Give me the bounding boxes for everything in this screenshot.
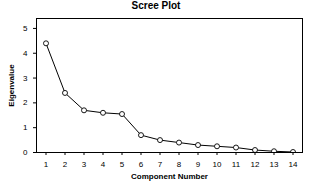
svg-text:3: 3 (23, 74, 28, 83)
svg-text:14: 14 (289, 160, 298, 169)
svg-text:5: 5 (120, 160, 125, 169)
svg-text:Component Number: Component Number (131, 172, 208, 181)
svg-text:3: 3 (82, 160, 87, 169)
svg-text:4: 4 (101, 160, 106, 169)
svg-text:6: 6 (139, 160, 144, 169)
svg-text:2: 2 (63, 160, 68, 169)
svg-text:10: 10 (213, 160, 222, 169)
svg-text:12: 12 (251, 160, 260, 169)
html-text:Scree Plot: Scree Plot (131, 0, 181, 11)
svg-text:11: 11 (232, 160, 241, 169)
svg-text:5: 5 (23, 24, 28, 33)
svg-text:Eigenvalue: Eigenvalue (7, 64, 16, 107)
svg-text:13: 13 (270, 160, 279, 169)
svg-text:4: 4 (23, 49, 28, 58)
svg-text:1: 1 (23, 123, 28, 132)
svg-text:8: 8 (177, 160, 182, 169)
svg-text:0: 0 (23, 148, 28, 157)
svg-text:9: 9 (196, 160, 201, 169)
svg-text:1: 1 (44, 160, 49, 169)
svg-text:7: 7 (158, 160, 163, 169)
svg-text:2: 2 (23, 98, 28, 107)
